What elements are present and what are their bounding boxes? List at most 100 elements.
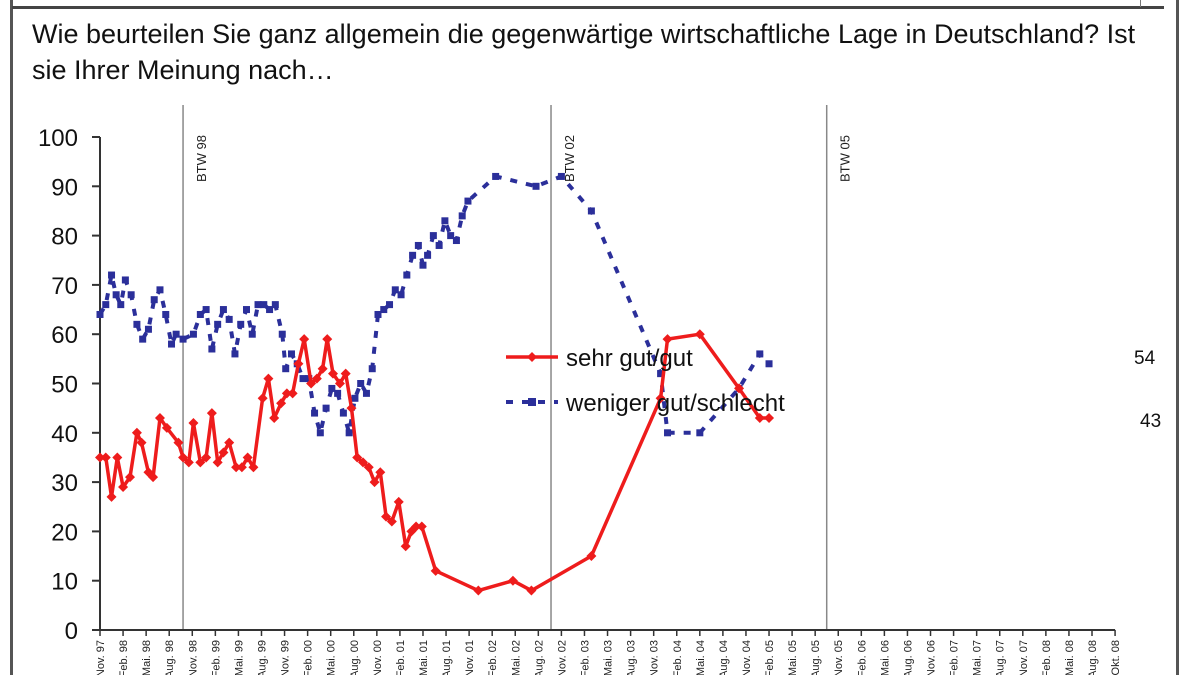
x-axis: Nov. 97 Feb. 98 Mai. 98 Aug. 98 Nov. 98 Feb. … bbox=[95, 629, 1122, 675]
diamond-marker bbox=[224, 437, 235, 448]
legend-label-sehr-gut: sehr gut/gut bbox=[566, 345, 693, 372]
square-marker bbox=[179, 335, 187, 343]
x-tick-label: Mai. 99 bbox=[233, 640, 245, 675]
diamond-marker bbox=[375, 467, 386, 478]
square-marker bbox=[219, 306, 227, 314]
diamond-marker bbox=[381, 511, 392, 522]
diamond-marker bbox=[586, 551, 597, 562]
chart-title: Wie beurteilen Sie ganz allgemein die ge… bbox=[32, 19, 1136, 85]
diamond-marker bbox=[334, 378, 345, 389]
diamond-marker bbox=[161, 422, 172, 433]
diamond-marker bbox=[148, 472, 159, 483]
diamond-marker bbox=[306, 378, 317, 389]
x-tick-label: Aug. 03 bbox=[626, 640, 638, 675]
x-tick-label: Feb. 08 bbox=[1041, 640, 1053, 675]
diamond-marker bbox=[100, 452, 111, 463]
diamond-marker bbox=[201, 452, 212, 463]
diamond-marker bbox=[386, 516, 397, 527]
square-marker bbox=[108, 271, 116, 279]
square-marker bbox=[121, 276, 129, 284]
square-marker bbox=[202, 306, 210, 314]
x-tick-label: Feb. 00 bbox=[303, 640, 315, 675]
diamond-marker bbox=[269, 413, 280, 424]
square-marker bbox=[403, 271, 411, 279]
diamond-marker bbox=[411, 521, 422, 532]
diamond-marker bbox=[340, 368, 351, 379]
square-marker bbox=[299, 375, 307, 383]
x-tick-label: Nov. 04 bbox=[741, 640, 753, 675]
diamond-marker bbox=[662, 334, 673, 345]
diamond-marker bbox=[218, 447, 229, 458]
election-marker-label: BTW 05 bbox=[838, 135, 853, 182]
end-label-red: 43 bbox=[1140, 411, 1161, 432]
x-tick-label: Mai. 01 bbox=[418, 640, 430, 675]
x-tick-label: Okt. 08 bbox=[1110, 640, 1122, 675]
square-marker bbox=[696, 429, 704, 437]
series-sehr-gut-gut bbox=[95, 329, 775, 596]
square-marker bbox=[254, 301, 262, 309]
diamond-marker bbox=[281, 388, 292, 399]
x-tick-label: Feb. 01 bbox=[395, 640, 407, 675]
diamond-marker bbox=[195, 457, 206, 468]
square-marker bbox=[380, 306, 388, 314]
diamond-marker bbox=[507, 575, 518, 586]
x-tick-label: Nov. 03 bbox=[649, 640, 661, 675]
diamond-marker bbox=[95, 452, 105, 463]
y-axis: 0 10 20 30 40 50 60 70 80 90 100 bbox=[38, 125, 101, 645]
x-tick-label: Nov. 00 bbox=[372, 640, 384, 675]
top-rule-tick bbox=[1140, 0, 1141, 7]
frame-right-border bbox=[1176, 0, 1179, 675]
square-marker bbox=[334, 389, 342, 397]
y-tick-label: 20 bbox=[51, 519, 78, 546]
square-marker bbox=[225, 315, 233, 323]
legend-diamond-icon bbox=[527, 352, 537, 362]
square-marker bbox=[435, 241, 443, 249]
diamond-marker bbox=[136, 437, 147, 448]
x-tick-label: Aug. 08 bbox=[1087, 640, 1099, 675]
diamond-marker bbox=[416, 521, 427, 532]
square-marker bbox=[189, 330, 197, 338]
y-tick-label: 50 bbox=[51, 372, 78, 399]
square-marker bbox=[587, 207, 595, 215]
square-marker bbox=[328, 384, 336, 392]
x-tick-label: Aug. 04 bbox=[718, 640, 730, 675]
square-marker bbox=[322, 404, 330, 412]
square-marker bbox=[374, 310, 382, 318]
square-marker bbox=[409, 251, 417, 259]
square-marker bbox=[156, 286, 164, 294]
diamond-marker bbox=[317, 363, 328, 374]
square-marker bbox=[657, 370, 665, 378]
x-tick-label: Nov. 98 bbox=[187, 640, 199, 675]
x-tick-label: Nov. 01 bbox=[464, 640, 476, 675]
legend: sehr gut/gut weniger gut/schlecht bbox=[506, 345, 785, 417]
diamond-marker bbox=[694, 329, 705, 340]
square-marker bbox=[391, 286, 399, 294]
election-marker-label: BTW 02 bbox=[562, 135, 577, 182]
x-tick-label: Aug. 02 bbox=[533, 640, 545, 675]
diamond-marker bbox=[299, 334, 310, 345]
square-marker bbox=[208, 345, 216, 353]
x-tick-label: Nov. 99 bbox=[280, 640, 292, 675]
square-marker bbox=[664, 429, 672, 437]
square-marker bbox=[133, 320, 141, 328]
square-marker bbox=[765, 360, 773, 368]
diamond-marker bbox=[236, 462, 247, 473]
square-marker bbox=[150, 296, 158, 304]
square-marker bbox=[464, 197, 472, 205]
square-marker bbox=[414, 241, 422, 249]
x-tick-label: Nov. 07 bbox=[1018, 640, 1030, 675]
diamond-marker bbox=[734, 383, 745, 394]
diamond-marker bbox=[118, 482, 129, 493]
diamond-marker bbox=[430, 565, 441, 576]
square-marker bbox=[278, 330, 286, 338]
square-marker bbox=[139, 335, 147, 343]
diamond-marker bbox=[231, 462, 242, 473]
election-markers: BTW 98 BTW 02 BTW 05 bbox=[182, 105, 853, 630]
x-tick-label: Feb. 04 bbox=[672, 640, 684, 675]
square-marker bbox=[357, 380, 365, 387]
x-tick-label: Mai. 02 bbox=[510, 640, 522, 675]
diamond-marker bbox=[346, 403, 357, 414]
end-label-blue: 54 bbox=[1134, 348, 1156, 369]
square-marker bbox=[429, 232, 437, 240]
square-marker bbox=[266, 306, 274, 314]
